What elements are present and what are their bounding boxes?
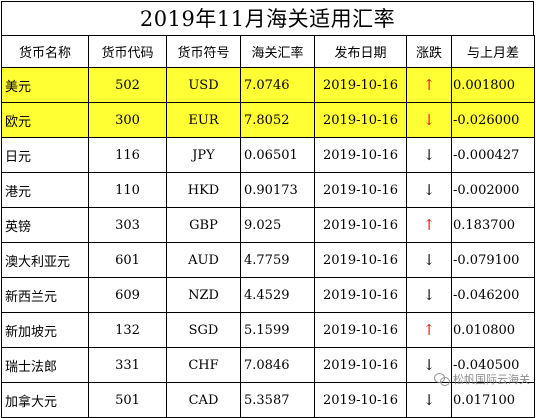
cell-currency-name: 新加坡元 — [1, 312, 89, 348]
cell-currency-symbol: SGD — [166, 312, 241, 348]
cell-currency-name: 加拿大元 — [1, 382, 89, 418]
cell-trend-arrow: ↓ — [406, 102, 452, 138]
cell-customs-rate: 7.8052 — [240, 102, 315, 138]
cell-diff: -0.002000 — [451, 172, 535, 208]
cell-customs-rate: 0.90173 — [240, 172, 315, 208]
cell-customs-rate: 4.7759 — [240, 242, 315, 278]
cell-currency-name: 英镑 — [1, 207, 89, 243]
cell-diff: 0.183700 — [451, 207, 535, 243]
cell-currency-name: 澳大利亚元 — [1, 242, 89, 278]
cell-trend-arrow: ↑ — [406, 312, 452, 348]
cell-diff: -0.040500 — [451, 347, 535, 383]
cell-customs-rate: 0.06501 — [240, 137, 315, 173]
cell-trend-arrow: ↓ — [406, 277, 452, 313]
cell-diff: 0.001800 — [451, 67, 535, 103]
table-row: 新西兰元 609 NZD 4.4529 2019-10-16 ↓ -0.046200 — [1, 277, 535, 313]
cell-diff: -0.000427 — [451, 137, 535, 173]
table-row: 新加坡元 132 SGD 5.1599 2019-10-16 ↑ 0.010800 — [1, 312, 535, 348]
watermark-text: 松帆国际云海关 — [453, 373, 530, 386]
cell-currency-code: 110 — [88, 172, 167, 208]
table-header-row: 货币名称 货币代码 货币符号 海关汇率 发布日期 涨跌 与上月差 — [1, 35, 535, 68]
cell-release-date: 2019-10-16 — [314, 137, 407, 173]
header-trend: 涨跌 — [406, 35, 452, 68]
cell-customs-rate: 5.3587 — [240, 382, 315, 418]
cell-release-date: 2019-10-16 — [314, 207, 407, 243]
cell-customs-rate: 5.1599 — [240, 312, 315, 348]
cell-release-date: 2019-10-16 — [314, 347, 407, 383]
cell-currency-symbol: USD — [166, 67, 241, 103]
header-currency-name: 货币名称 — [1, 35, 89, 68]
table-row: 英镑 303 GBP 9.025 2019-10-16 ↑ 0.183700 — [1, 207, 535, 243]
cell-currency-symbol: HKD — [166, 172, 241, 208]
table-row: 加拿大元 501 CAD 5.3587 2019-10-16 ↓ 0.017100 — [1, 382, 535, 418]
cell-currency-code: 502 — [88, 67, 167, 103]
cell-currency-symbol: EUR — [166, 102, 241, 138]
header-release-date: 发布日期 — [314, 35, 407, 68]
cell-currency-symbol: CHF — [166, 347, 241, 383]
cell-currency-name: 欧元 — [1, 102, 89, 138]
cell-release-date: 2019-10-16 — [314, 312, 407, 348]
exchange-rate-table: 货币名称 货币代码 货币符号 海关汇率 发布日期 涨跌 与上月差 美元 502 US… — [1, 35, 535, 418]
cell-currency-name: 瑞士法郎 — [1, 347, 89, 383]
cell-release-date: 2019-10-16 — [314, 277, 407, 313]
cell-currency-name: 港元 — [1, 172, 89, 208]
cell-currency-code: 116 — [88, 137, 167, 173]
cell-diff: 0.010800 — [451, 312, 535, 348]
cell-customs-rate: 9.025 — [240, 207, 315, 243]
watermark: 松帆国际云海关 — [434, 371, 530, 387]
cell-currency-symbol: CAD — [166, 382, 241, 418]
table-row: 瑞士法郎 331 CHF 7.0846 2019-10-16 ↓ -0.040500 — [1, 347, 535, 383]
cell-release-date: 2019-10-16 — [314, 67, 407, 103]
cell-currency-symbol: GBP — [166, 207, 241, 243]
table-row: 欧元 300 EUR 7.8052 2019-10-16 ↓ -0.026000 — [1, 102, 535, 138]
cell-currency-symbol: NZD — [166, 277, 241, 313]
cell-currency-name: 新西兰元 — [1, 277, 89, 313]
header-currency-symbol: 货币符号 — [166, 35, 241, 68]
cell-currency-name: 美元 — [1, 67, 89, 103]
header-currency-code: 货币代码 — [88, 35, 167, 68]
cell-currency-code: 132 — [88, 312, 167, 348]
cell-trend-arrow: ↓ — [406, 382, 452, 418]
cell-customs-rate: 7.0846 — [240, 347, 315, 383]
cell-currency-symbol: AUD — [166, 242, 241, 278]
cell-release-date: 2019-10-16 — [314, 242, 407, 278]
cell-diff: -0.026000 — [451, 102, 535, 138]
cell-trend-arrow: ↑ — [406, 207, 452, 243]
cell-trend-arrow: ↓ — [406, 137, 452, 173]
cell-trend-arrow: ↓ — [406, 172, 452, 208]
cell-release-date: 2019-10-16 — [314, 172, 407, 208]
cell-release-date: 2019-10-16 — [314, 102, 407, 138]
header-customs-rate: 海关汇率 — [240, 35, 315, 68]
cell-diff: 0.017100 — [451, 382, 535, 418]
table-row: 美元 502 USD 7.0746 2019-10-16 ↑ 0.001800 — [1, 67, 535, 103]
cell-currency-symbol: JPY — [166, 137, 241, 173]
cell-currency-name: 日元 — [1, 137, 89, 173]
cell-currency-code: 609 — [88, 277, 167, 313]
cell-currency-code: 300 — [88, 102, 167, 138]
cell-diff: -0.046200 — [451, 277, 535, 313]
cell-release-date: 2019-10-16 — [314, 382, 407, 418]
cell-currency-code: 501 — [88, 382, 167, 418]
cell-diff: -0.079100 — [451, 242, 535, 278]
cell-customs-rate: 4.4529 — [240, 277, 315, 313]
cell-trend-arrow: ↓ — [406, 242, 452, 278]
table-row: 澳大利亚元 601 AUD 4.7759 2019-10-16 ↓ -0.079100 — [1, 242, 535, 278]
header-diff: 与上月差 — [451, 35, 535, 68]
cell-currency-code: 331 — [88, 347, 167, 383]
cell-customs-rate: 7.0746 — [240, 67, 315, 103]
cell-currency-code: 601 — [88, 242, 167, 278]
table-row: 港元 110 HKD 0.90173 2019-10-16 ↓ -0.002000 — [1, 172, 535, 208]
wechat-icon — [434, 372, 450, 386]
table-row: 日元 116 JPY 0.06501 2019-10-16 ↓ -0.000427 — [1, 137, 535, 173]
sheet-title: 2019年11月海关适用汇率 — [1, 1, 534, 35]
cell-trend-arrow: ↑ — [406, 67, 452, 103]
cell-currency-code: 303 — [88, 207, 167, 243]
